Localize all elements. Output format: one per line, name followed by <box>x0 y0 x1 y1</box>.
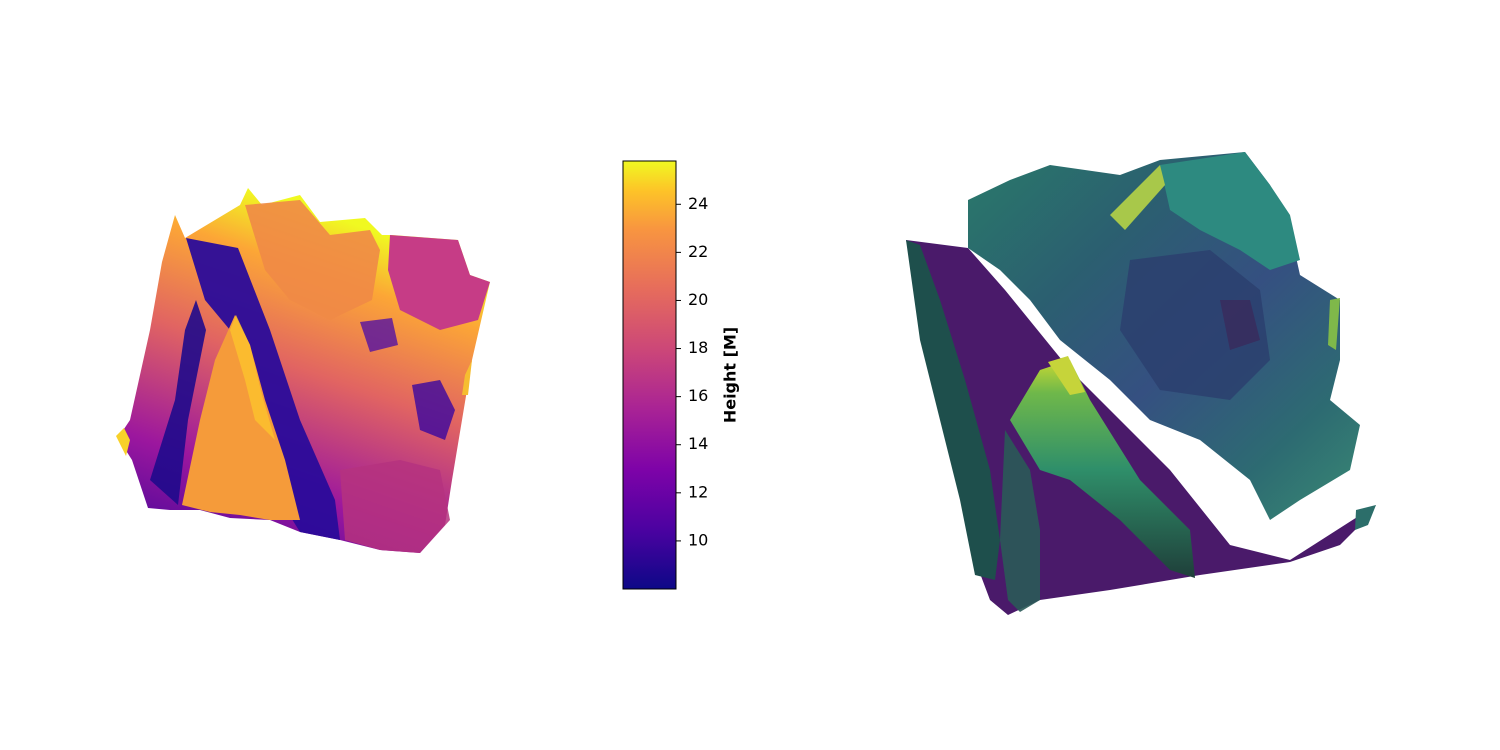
left-bottom-facade <box>340 460 450 553</box>
left-surface-plot <box>116 188 490 553</box>
left-valley-floor-2 <box>150 300 206 505</box>
colorbar-tick-label: 10 <box>688 530 708 549</box>
left-dark-patch <box>412 380 455 440</box>
colorbar-tick-label: 14 <box>688 434 708 453</box>
left-central-peak <box>182 315 300 520</box>
colorbar-tick-label: 20 <box>688 290 708 309</box>
colorbar-tick-label: 16 <box>688 386 708 405</box>
left-right-plateau <box>388 235 490 330</box>
right-highlight-3 <box>1328 298 1340 350</box>
right-top-block <box>1160 152 1300 270</box>
colorbar-tick-label: 18 <box>688 338 708 357</box>
right-left-slab <box>906 240 1000 580</box>
right-ridge-wall <box>1010 360 1195 578</box>
left-building-block <box>245 200 380 320</box>
left-central-peak-light <box>230 315 275 440</box>
right-surface-plot <box>906 152 1376 615</box>
left-edge-highlight <box>116 428 130 456</box>
colorbar-ticks: 10 12 14 16 18 20 22 24 <box>676 194 708 549</box>
colorbar-tick-label: 24 <box>688 194 708 213</box>
right-inner-courtyard <box>1120 250 1270 400</box>
colorbar-tick-label: 12 <box>688 482 708 501</box>
left-dark-patch-2 <box>360 318 398 352</box>
colorbar-tick-label: 22 <box>688 242 708 261</box>
left-valley-floor <box>186 238 340 540</box>
right-inner-courtyard-2 <box>1220 300 1260 350</box>
right-highlight-2 <box>1048 356 1085 395</box>
colorbar-label: Height [M] <box>721 327 740 423</box>
right-highlight-1 <box>1110 165 1165 230</box>
right-edge-sliver <box>1355 505 1376 530</box>
colorbar: 10 12 14 16 18 20 22 24 Height [M] <box>622 160 740 590</box>
colorbar-gradient <box>622 160 677 590</box>
right-bottom-strip <box>1000 430 1040 612</box>
left-right-edge-highlight <box>462 360 472 395</box>
